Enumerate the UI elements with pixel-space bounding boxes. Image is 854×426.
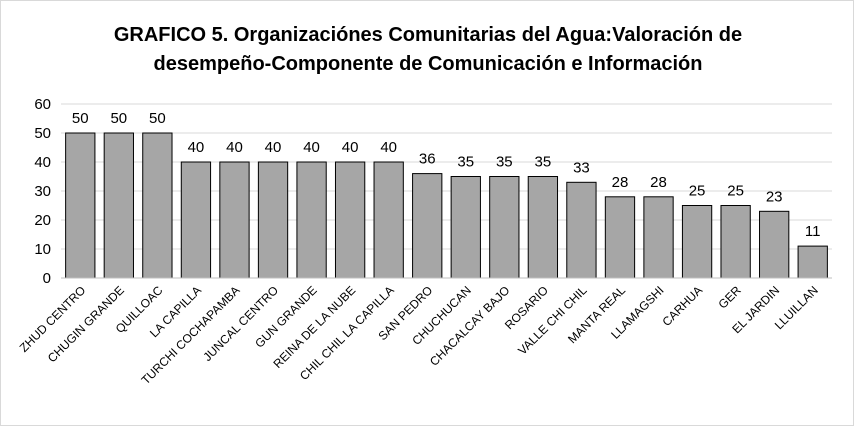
category-label: ZHUD CENTRO <box>17 283 89 355</box>
bar <box>65 132 96 279</box>
bar <box>643 196 674 279</box>
data-label: 40 <box>188 139 205 156</box>
bar <box>489 176 520 279</box>
bar <box>296 161 327 279</box>
data-label: 50 <box>110 110 127 127</box>
bar <box>566 181 597 279</box>
data-label: 23 <box>766 188 783 205</box>
data-label: 35 <box>457 154 474 171</box>
bar <box>180 161 212 279</box>
bar <box>412 173 443 279</box>
bar <box>681 205 713 279</box>
data-label: 25 <box>727 183 744 200</box>
category-label: CARHUA <box>659 283 705 329</box>
bar <box>527 176 559 279</box>
data-label: 50 <box>72 110 89 127</box>
bar <box>604 196 636 279</box>
data-label: 35 <box>496 154 513 171</box>
y-tick-label: 30 <box>34 183 51 200</box>
chart-title-line-2: desempeño-Componente de Comunicación e I… <box>154 53 703 75</box>
y-tick-label: 50 <box>34 125 51 142</box>
data-label: 50 <box>149 110 166 127</box>
bar <box>373 161 404 279</box>
data-label: 28 <box>612 174 629 191</box>
y-tick-label: 60 <box>34 96 51 113</box>
bar <box>142 132 173 279</box>
bar <box>720 205 751 279</box>
data-label: 11 <box>805 223 821 240</box>
bar <box>257 161 289 279</box>
bar <box>103 132 134 279</box>
bar <box>450 176 481 279</box>
data-label: 36 <box>419 151 436 168</box>
bar <box>797 245 828 279</box>
y-tick-label: 20 <box>34 212 51 229</box>
chart-title-line-1: GRAFICO 5. Organizaciónes Comunitarias d… <box>114 24 742 46</box>
data-label: 25 <box>689 183 706 200</box>
data-label: 28 <box>650 174 667 191</box>
bar <box>334 161 366 279</box>
y-tick-label: 10 <box>34 241 51 258</box>
category-label: VALLE CHI CHIL <box>515 283 590 358</box>
bar <box>759 210 790 279</box>
data-label: 40 <box>303 139 320 156</box>
category-label: GER <box>715 283 744 312</box>
y-tick-label: 0 <box>43 270 51 287</box>
y-tick-label: 40 <box>34 154 51 171</box>
bars <box>65 132 828 279</box>
data-label: 35 <box>535 154 552 171</box>
gridlines <box>61 103 832 250</box>
data-label: 33 <box>573 159 590 176</box>
data-label: 40 <box>380 139 397 156</box>
data-label: 40 <box>226 139 243 156</box>
data-labels: 50 50 50 40 40 40 40 40 40 36 35 35 35 33 28 28 25 25 23 11 <box>72 110 821 240</box>
y-axis-ticks: 0 10 20 30 40 50 60 <box>34 96 51 287</box>
data-label: 40 <box>342 139 359 156</box>
data-label: 40 <box>265 139 282 156</box>
bar <box>219 161 250 279</box>
